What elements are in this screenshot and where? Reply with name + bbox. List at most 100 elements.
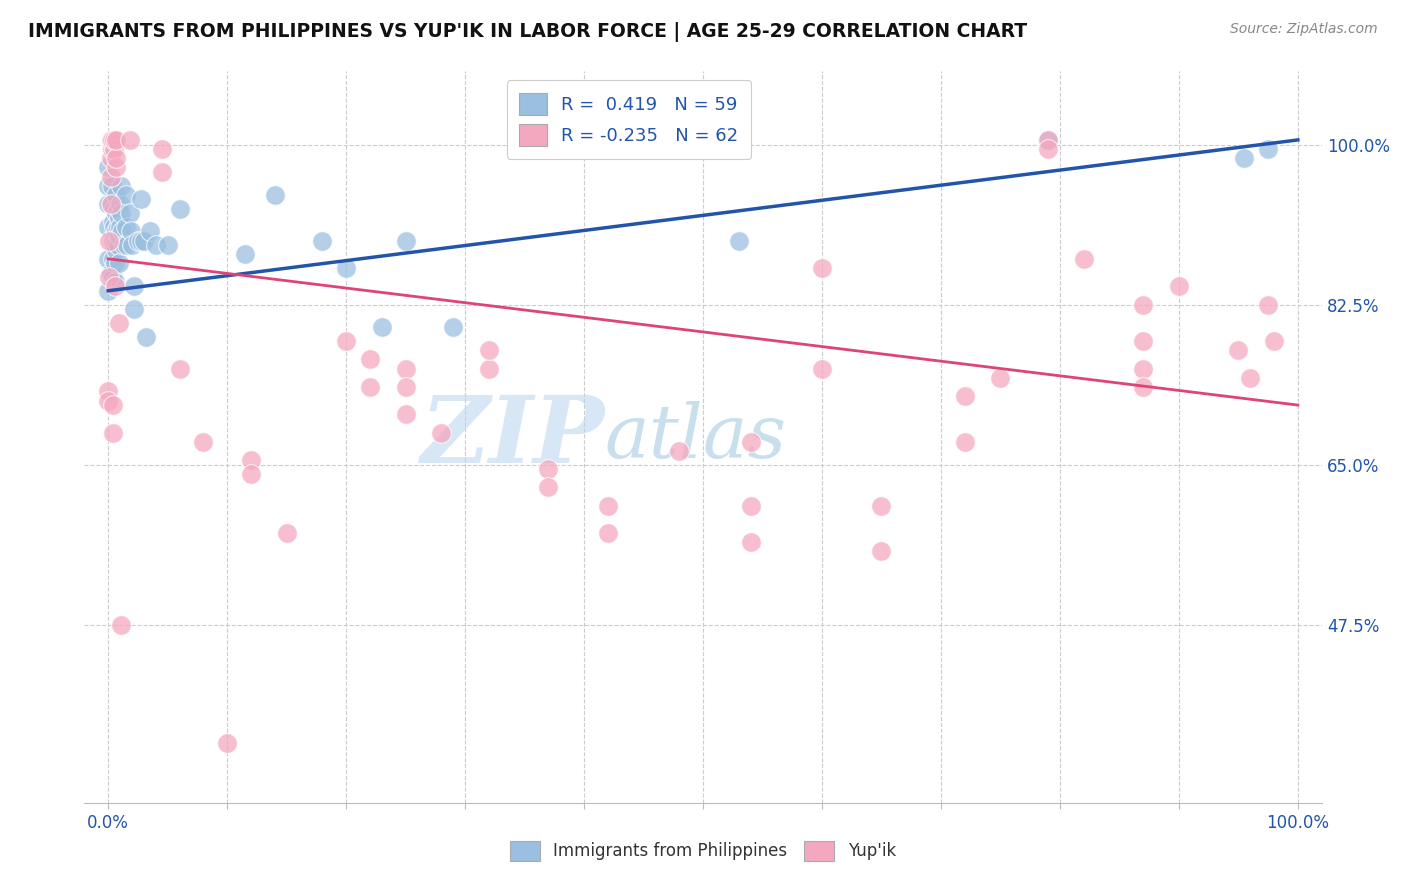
Point — [127, 234, 149, 248]
Point — [104, 275, 127, 289]
Point — [100, 133, 122, 147]
Point — [115, 219, 138, 234]
Point — [101, 234, 124, 248]
Point — [98, 234, 121, 248]
Point — [107, 219, 129, 234]
Point — [110, 617, 132, 632]
Point — [139, 224, 162, 238]
Point — [953, 389, 976, 403]
Point — [110, 178, 132, 193]
Point — [105, 133, 128, 147]
Point — [115, 187, 138, 202]
Point — [150, 142, 173, 156]
Point — [124, 279, 146, 293]
Point — [105, 187, 128, 202]
Point — [263, 187, 285, 202]
Point — [359, 352, 381, 367]
Point — [101, 252, 124, 266]
Point — [103, 133, 125, 147]
Point — [108, 228, 131, 243]
Point — [239, 453, 262, 467]
Point — [1132, 297, 1154, 311]
Point — [100, 133, 122, 147]
Point — [1036, 133, 1059, 147]
Point — [110, 206, 132, 220]
Point — [394, 380, 416, 394]
Point — [811, 260, 834, 275]
Point — [740, 535, 762, 549]
Point — [478, 343, 501, 358]
Point — [335, 260, 357, 275]
Point — [953, 434, 976, 449]
Point — [97, 219, 120, 234]
Point — [335, 334, 357, 348]
Point — [217, 736, 239, 750]
Point — [1132, 361, 1154, 376]
Point — [108, 197, 131, 211]
Point — [169, 202, 191, 216]
Point — [100, 169, 122, 184]
Point — [108, 256, 131, 270]
Text: atlas: atlas — [605, 401, 786, 474]
Point — [118, 206, 141, 220]
Point — [132, 234, 155, 248]
Point — [1132, 334, 1154, 348]
Point — [97, 161, 120, 175]
Point — [239, 467, 262, 481]
Point — [1036, 142, 1059, 156]
Point — [1239, 370, 1261, 384]
Point — [1263, 334, 1285, 348]
Point — [441, 320, 464, 334]
Point — [359, 380, 381, 394]
Point — [1036, 133, 1059, 147]
Point — [394, 234, 416, 248]
Text: IMMIGRANTS FROM PHILIPPINES VS YUP'IK IN LABOR FORCE | AGE 25-29 CORRELATION CHA: IMMIGRANTS FROM PHILIPPINES VS YUP'IK IN… — [28, 22, 1028, 42]
Point — [740, 434, 762, 449]
Point — [870, 544, 893, 558]
Point — [1227, 343, 1250, 358]
Point — [100, 142, 122, 156]
Point — [108, 219, 131, 234]
Point — [98, 270, 121, 285]
Point — [276, 526, 298, 541]
Point — [105, 206, 128, 220]
Point — [97, 384, 120, 399]
Point — [596, 499, 619, 513]
Point — [394, 361, 416, 376]
Point — [100, 178, 122, 193]
Point — [1073, 252, 1095, 266]
Point — [1257, 297, 1279, 311]
Point — [394, 407, 416, 421]
Point — [150, 165, 173, 179]
Point — [740, 499, 762, 513]
Point — [233, 247, 256, 261]
Point — [596, 526, 619, 541]
Point — [311, 234, 333, 248]
Point — [120, 224, 142, 238]
Point — [131, 193, 153, 207]
Point — [135, 329, 157, 343]
Point — [97, 178, 120, 193]
Point — [121, 238, 143, 252]
Point — [115, 238, 138, 252]
Point — [97, 197, 120, 211]
Point — [145, 238, 167, 252]
Legend: Immigrants from Philippines, Yup'ik: Immigrants from Philippines, Yup'ik — [503, 834, 903, 868]
Point — [478, 361, 501, 376]
Point — [100, 197, 122, 211]
Point — [112, 238, 135, 252]
Point — [97, 252, 120, 266]
Point — [131, 234, 153, 248]
Point — [105, 224, 128, 238]
Point — [537, 480, 560, 494]
Text: Source: ZipAtlas.com: Source: ZipAtlas.com — [1230, 22, 1378, 37]
Point — [430, 425, 453, 440]
Point — [1132, 380, 1154, 394]
Point — [1233, 151, 1256, 165]
Point — [371, 320, 394, 334]
Point — [101, 270, 124, 285]
Point — [108, 316, 131, 330]
Point — [193, 434, 215, 449]
Text: ZIP: ZIP — [420, 392, 605, 482]
Point — [111, 224, 134, 238]
